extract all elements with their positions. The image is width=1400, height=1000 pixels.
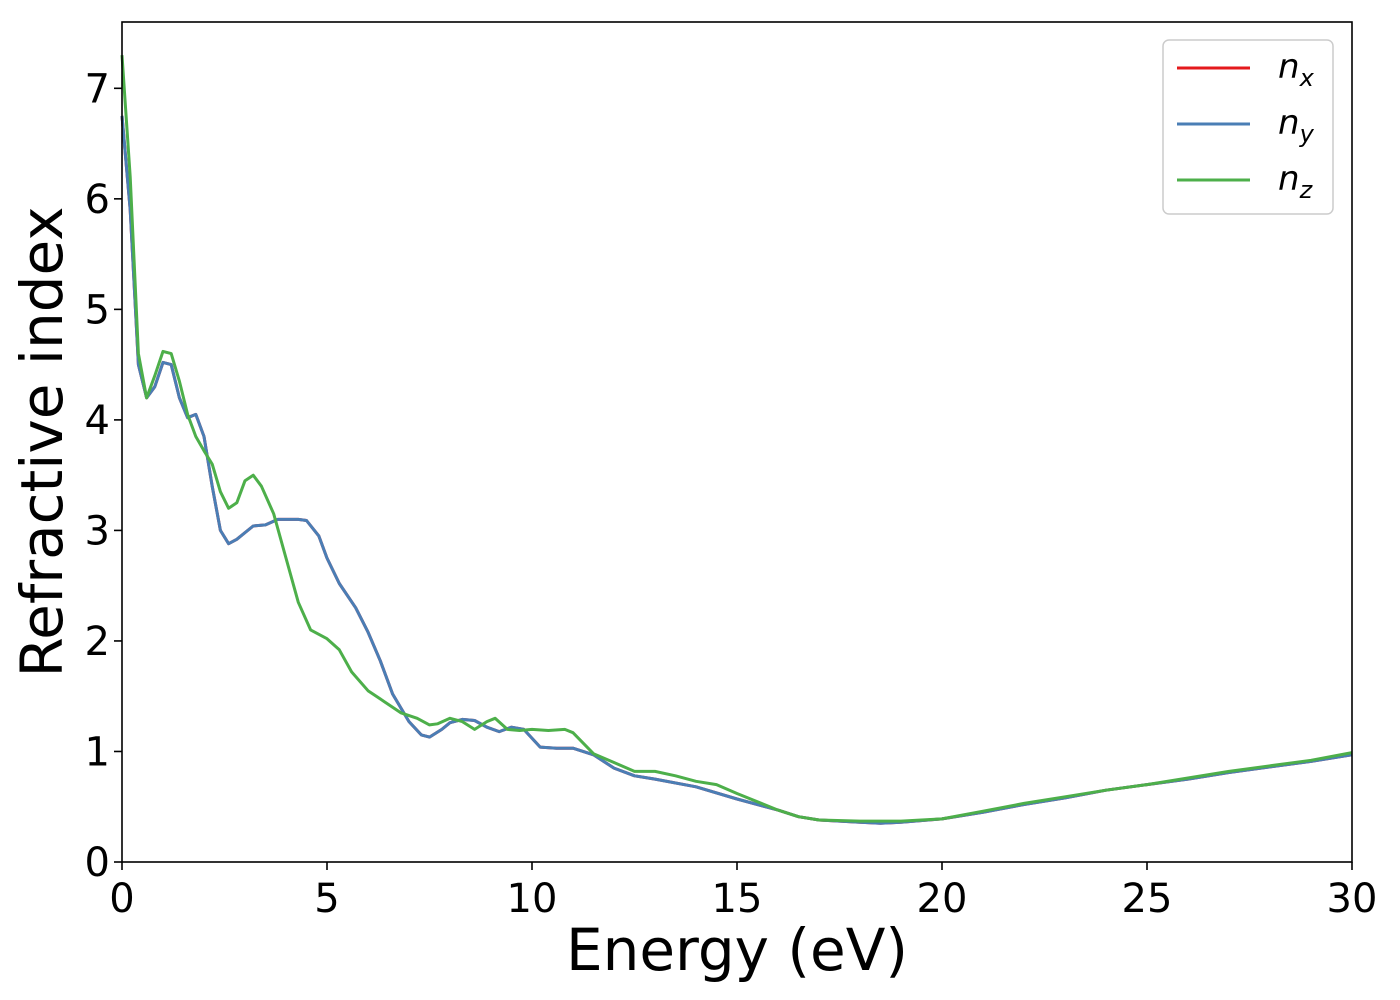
x-axis-label: Energy (eV) [566,916,908,984]
x-axis-ticks: 0 5 10 15 20 25 30 [109,862,1377,922]
y-tick-label: 4 [85,398,110,444]
legend-label-z: nz [1278,159,1314,204]
y-tick-label: 5 [85,287,110,333]
x-tick-label: 0 [109,876,134,922]
legend: nx ny nz [1162,39,1334,215]
x-tick-label: 20 [917,876,968,922]
series-layer [120,55,1353,825]
legend-box [1162,39,1334,215]
y-tick-label: 2 [85,619,110,665]
series-line-n-z [120,55,1353,823]
x-tick-label: 5 [314,876,339,922]
y-tick-label: 3 [85,508,110,554]
legend-label-x: nx [1278,47,1315,92]
y-axis-label: Refractive index [8,206,76,677]
y-tick-label: 1 [85,729,110,775]
y-tick-label: 0 [85,840,110,886]
x-tick-label: 25 [1122,876,1173,922]
plot-background [122,22,1352,862]
x-tick-label: 30 [1327,876,1378,922]
x-tick-label: 15 [712,876,763,922]
y-axis-ticks: 0 1 2 3 4 5 6 7 [85,66,122,886]
y-tick-label: 6 [85,177,110,223]
y-tick-label: 7 [85,66,110,112]
x-tick-label: 10 [507,876,558,922]
legend-label-y: ny [1278,103,1315,148]
